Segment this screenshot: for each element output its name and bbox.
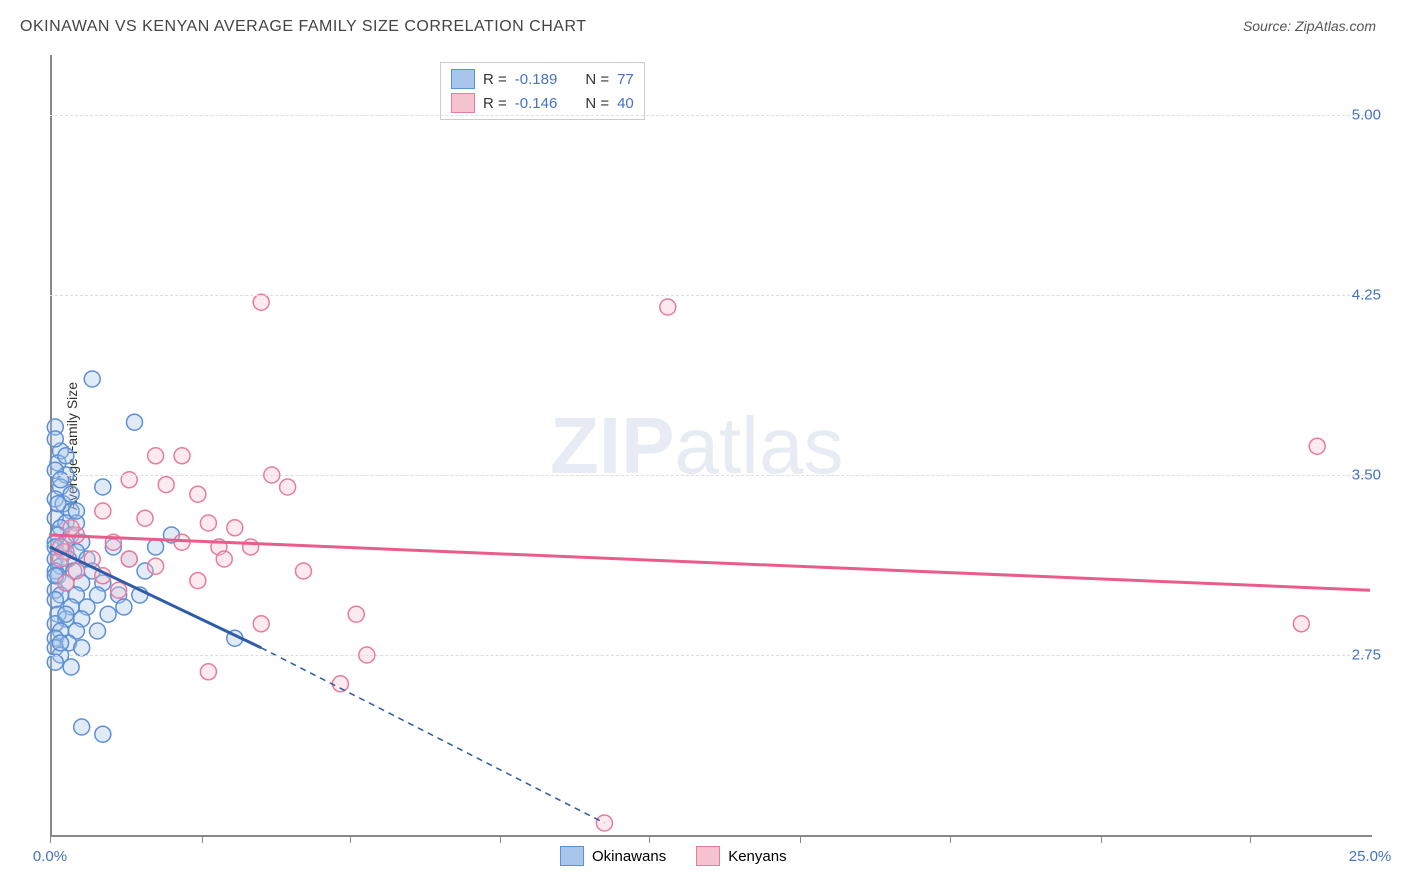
legend-swatch-kenyans xyxy=(451,93,475,113)
data-point xyxy=(63,659,79,675)
y-tick-label: 4.25 xyxy=(1352,287,1381,304)
data-point xyxy=(58,575,74,591)
y-tick-label: 5.00 xyxy=(1352,107,1381,124)
y-tick-label: 2.75 xyxy=(1352,647,1381,664)
data-point xyxy=(216,551,232,567)
n-value-okinawans: 77 xyxy=(617,71,634,88)
x-tick xyxy=(800,835,801,843)
x-tick-label: 25.0% xyxy=(1349,848,1392,865)
data-point xyxy=(68,503,84,519)
data-point xyxy=(1293,616,1309,632)
data-point xyxy=(74,719,90,735)
data-point xyxy=(50,496,66,512)
data-point xyxy=(200,515,216,531)
source-name: ZipAtlas.com xyxy=(1295,18,1376,34)
r-value-okinawans: -0.189 xyxy=(515,71,558,88)
data-point xyxy=(95,479,111,495)
data-point xyxy=(58,448,74,464)
x-tick xyxy=(1250,835,1251,843)
gridline xyxy=(50,115,1370,116)
n-label: N = xyxy=(585,95,609,112)
data-point xyxy=(280,479,296,495)
x-tick xyxy=(50,835,51,843)
scatter-plot xyxy=(50,55,1370,835)
chart-title: OKINAWAN VS KENYAN AVERAGE FAMILY SIZE C… xyxy=(20,18,586,36)
x-tick xyxy=(350,835,351,843)
series-legend: Okinawans Kenyans xyxy=(560,846,787,866)
x-tick xyxy=(500,835,501,843)
data-point xyxy=(158,477,174,493)
data-point xyxy=(1309,438,1325,454)
legend-item-okinawans: Okinawans xyxy=(560,846,666,866)
legend-label-okinawans: Okinawans xyxy=(592,848,666,865)
gridline xyxy=(50,475,1370,476)
legend-item-kenyans: Kenyans xyxy=(696,846,786,866)
data-point xyxy=(121,551,137,567)
legend-swatch-kenyans xyxy=(696,846,720,866)
data-point xyxy=(47,431,63,447)
y-tick-label: 3.50 xyxy=(1352,467,1381,484)
legend-label-kenyans: Kenyans xyxy=(728,848,786,865)
data-point xyxy=(116,599,132,615)
r-label: R = xyxy=(483,95,507,112)
x-tick xyxy=(1101,835,1102,843)
data-point xyxy=(58,606,74,622)
trend-line xyxy=(261,648,604,823)
data-point xyxy=(148,448,164,464)
data-point xyxy=(348,606,364,622)
data-point xyxy=(227,520,243,536)
data-point xyxy=(295,563,311,579)
x-tick xyxy=(202,835,203,843)
data-point xyxy=(63,520,79,536)
gridline xyxy=(50,295,1370,296)
data-point xyxy=(253,616,269,632)
data-point xyxy=(111,582,127,598)
data-point xyxy=(243,539,259,555)
data-point xyxy=(332,676,348,692)
data-point xyxy=(53,635,69,651)
data-point xyxy=(47,592,63,608)
trend-line xyxy=(50,535,1370,590)
x-tick-label: 0.0% xyxy=(33,848,67,865)
source-attribution: Source: ZipAtlas.com xyxy=(1243,18,1376,34)
gridline xyxy=(50,655,1370,656)
data-point xyxy=(95,503,111,519)
data-point xyxy=(148,539,164,555)
legend-swatch-okinawans xyxy=(451,69,475,89)
data-point xyxy=(200,664,216,680)
x-tick xyxy=(950,835,951,843)
data-point xyxy=(74,640,90,656)
x-tick xyxy=(649,835,650,843)
n-value-kenyans: 40 xyxy=(617,95,634,112)
data-point xyxy=(660,299,676,315)
legend-row-okinawans: R = -0.189 N = 77 xyxy=(451,67,634,91)
data-point xyxy=(174,448,190,464)
legend-row-kenyans: R = -0.146 N = 40 xyxy=(451,91,634,115)
n-label: N = xyxy=(585,71,609,88)
correlation-legend: R = -0.189 N = 77 R = -0.146 N = 40 xyxy=(440,62,645,120)
r-value-kenyans: -0.146 xyxy=(515,95,558,112)
data-point xyxy=(148,558,164,574)
data-point xyxy=(126,414,142,430)
data-point xyxy=(90,623,106,639)
data-point xyxy=(84,371,100,387)
data-point xyxy=(137,510,153,526)
data-point xyxy=(253,294,269,310)
data-point xyxy=(100,606,116,622)
source-label: Source: xyxy=(1243,18,1291,34)
data-point xyxy=(190,486,206,502)
data-point xyxy=(190,573,206,589)
data-point xyxy=(47,654,63,670)
data-point xyxy=(95,726,111,742)
legend-swatch-okinawans xyxy=(560,846,584,866)
r-label: R = xyxy=(483,71,507,88)
